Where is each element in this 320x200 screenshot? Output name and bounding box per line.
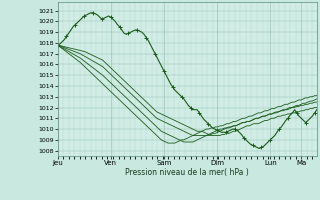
X-axis label: Pression niveau de la mer( hPa ): Pression niveau de la mer( hPa ): [125, 168, 249, 177]
